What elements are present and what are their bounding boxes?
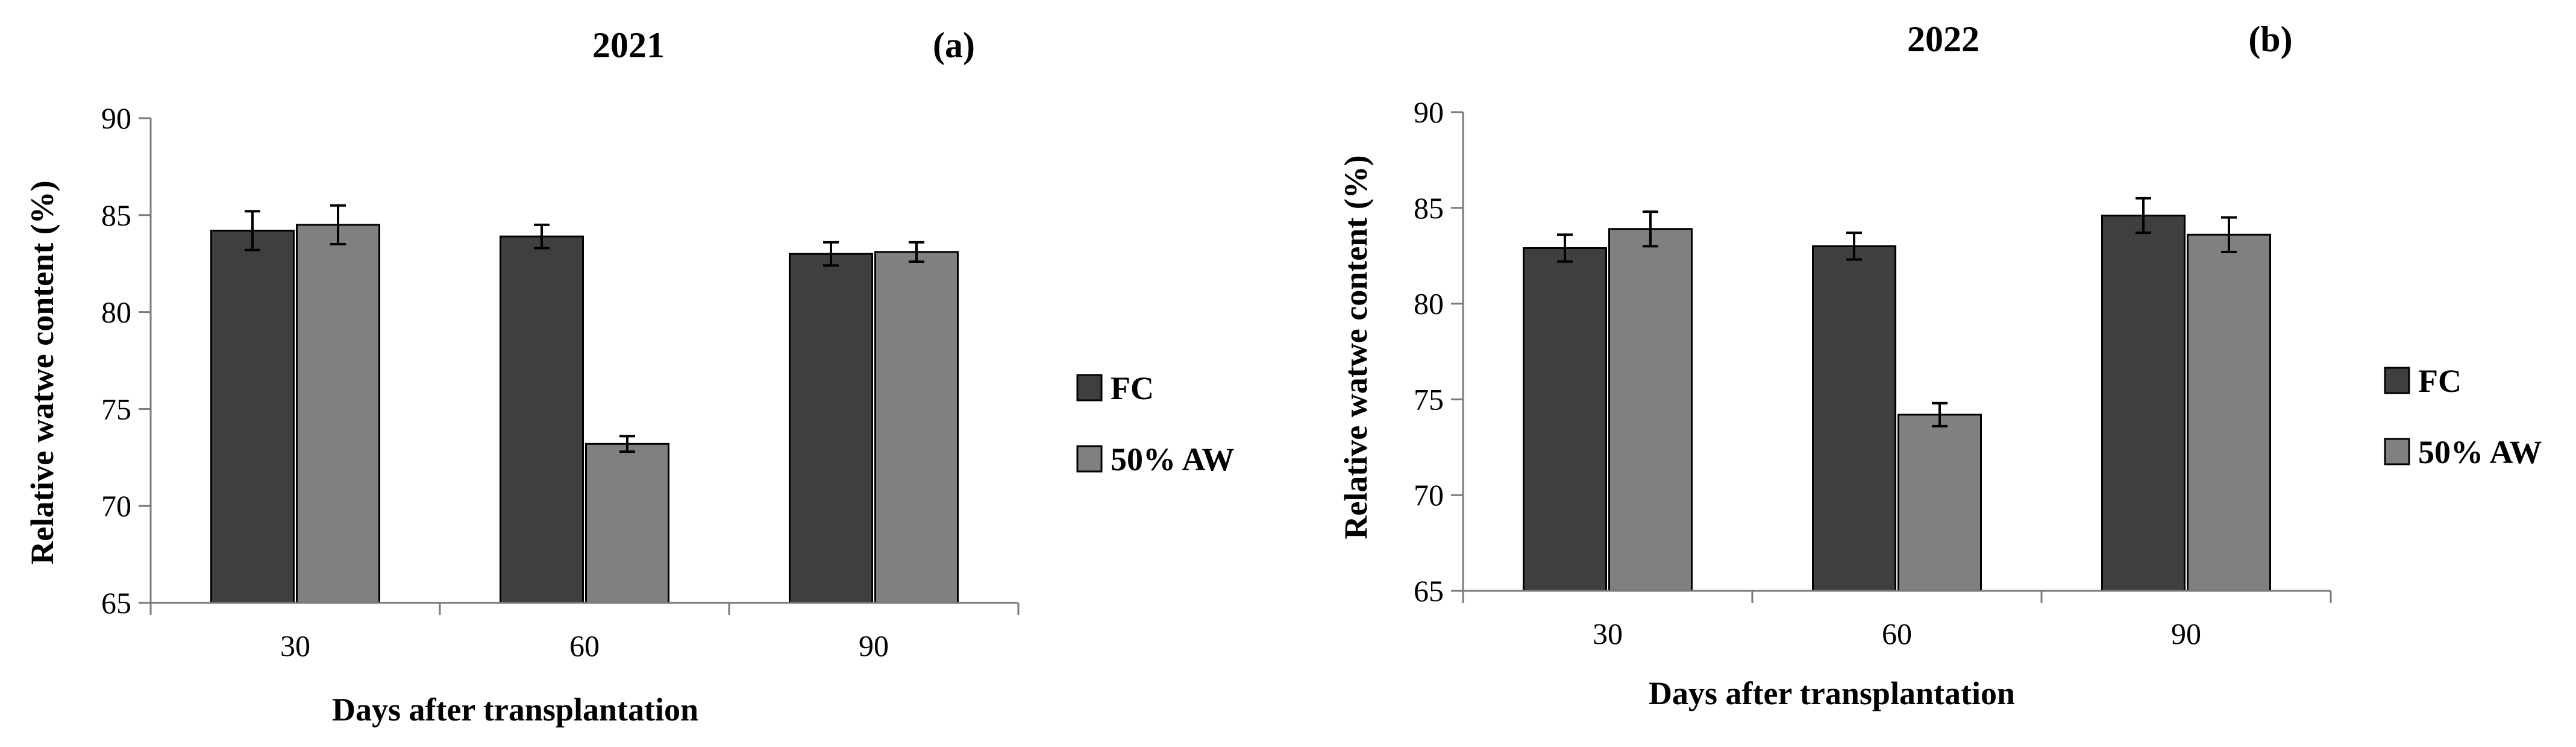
y-tick-label: 75 bbox=[1414, 382, 1444, 416]
error-bars bbox=[245, 204, 924, 453]
y-axis-ticks: 65 70 75 80 85 90 bbox=[1414, 95, 1463, 608]
error-bars bbox=[1557, 197, 2237, 427]
y-tick-label: 80 bbox=[1414, 287, 1444, 321]
y-tick-label: 65 bbox=[101, 586, 131, 620]
error-bar bbox=[619, 435, 635, 453]
bar-fc-90 bbox=[2101, 215, 2186, 592]
axes bbox=[1451, 112, 2331, 592]
legend-label-fc: FC bbox=[1111, 370, 1154, 406]
bar-fc-60 bbox=[1812, 245, 1896, 592]
error-bar bbox=[245, 210, 260, 251]
y-tick-label: 70 bbox=[1414, 478, 1444, 512]
bars bbox=[1523, 215, 2271, 592]
x-tick-label: 90 bbox=[859, 629, 889, 663]
error-bar bbox=[1643, 210, 1658, 248]
error-bar bbox=[823, 241, 839, 267]
legend: FC 50% AW bbox=[1076, 370, 1235, 478]
y-tick-label: 65 bbox=[1414, 574, 1444, 608]
error-bar bbox=[2136, 197, 2151, 235]
axes bbox=[139, 118, 1018, 604]
error-bar bbox=[1557, 233, 1573, 263]
x-axis-label: Days after transplantation bbox=[1649, 675, 2015, 711]
chart-title: 2022 bbox=[1907, 19, 1979, 59]
panel-label: (b) bbox=[2248, 19, 2292, 59]
legend-swatch-fc bbox=[1076, 374, 1103, 402]
x-tick-label: 60 bbox=[1882, 617, 1912, 651]
bar-fc-30 bbox=[1523, 247, 1607, 592]
legend-label-50aw: 50% AW bbox=[2418, 434, 2542, 470]
legend-swatch-fc bbox=[2384, 367, 2410, 394]
bar-50aw-60 bbox=[1898, 414, 1982, 592]
bar-fc-30 bbox=[210, 230, 295, 604]
bar-fc-60 bbox=[500, 235, 584, 604]
legend-swatch-50aw bbox=[2384, 438, 2410, 465]
error-bar bbox=[1846, 232, 1862, 261]
bar-50aw-30 bbox=[1608, 228, 1693, 592]
legend-label-fc: FC bbox=[2418, 363, 2462, 399]
error-bar bbox=[2221, 216, 2237, 253]
x-tick-label: 60 bbox=[569, 629, 600, 663]
x-tick-label: 30 bbox=[1593, 617, 1623, 651]
y-tick-label: 75 bbox=[101, 392, 131, 426]
error-bar bbox=[909, 241, 924, 263]
bars bbox=[210, 224, 959, 604]
legend-swatch-50aw bbox=[1076, 445, 1103, 473]
y-tick-label: 70 bbox=[101, 489, 131, 523]
panel-label: (a) bbox=[933, 25, 975, 65]
y-tick-label: 90 bbox=[101, 101, 131, 135]
bar-50aw-30 bbox=[296, 224, 380, 604]
x-tick-label: 30 bbox=[280, 629, 310, 663]
bar-50aw-90 bbox=[2187, 233, 2271, 592]
bar-fc-90 bbox=[789, 253, 873, 604]
y-tick-label: 80 bbox=[101, 295, 131, 329]
bar-50aw-60 bbox=[585, 443, 669, 604]
x-axis-ticks: 30 60 90 bbox=[1462, 591, 2332, 651]
bar-50aw-90 bbox=[874, 251, 959, 604]
chart-title: 2021 bbox=[592, 25, 665, 65]
y-tick-label: 90 bbox=[1414, 95, 1444, 129]
y-axis-ticks: 65 70 75 80 85 90 bbox=[101, 101, 151, 620]
error-bar bbox=[1932, 402, 1948, 427]
error-bar bbox=[534, 223, 550, 250]
y-axis-label: Relative watwe content (%) bbox=[24, 180, 60, 564]
legend-label-50aw: 50% AW bbox=[1111, 441, 1235, 478]
y-tick-label: 85 bbox=[1414, 191, 1444, 225]
legend: FC 50% AW bbox=[2384, 363, 2542, 470]
y-axis-label: Relative watwe content (%) bbox=[1338, 155, 1374, 539]
y-tick-label: 85 bbox=[101, 198, 131, 232]
error-bar bbox=[330, 204, 346, 246]
x-axis-ticks: 30 60 90 bbox=[149, 603, 1020, 663]
chart-panel-2021: 2021 (a) Relative watwe content (%) Days… bbox=[24, 25, 1235, 728]
chart-panel-2022: 2022 (b) Relative watwe content (%) Days… bbox=[1338, 19, 2542, 711]
x-tick-label: 90 bbox=[2171, 617, 2201, 651]
x-axis-label: Days after transplantation bbox=[332, 692, 698, 728]
